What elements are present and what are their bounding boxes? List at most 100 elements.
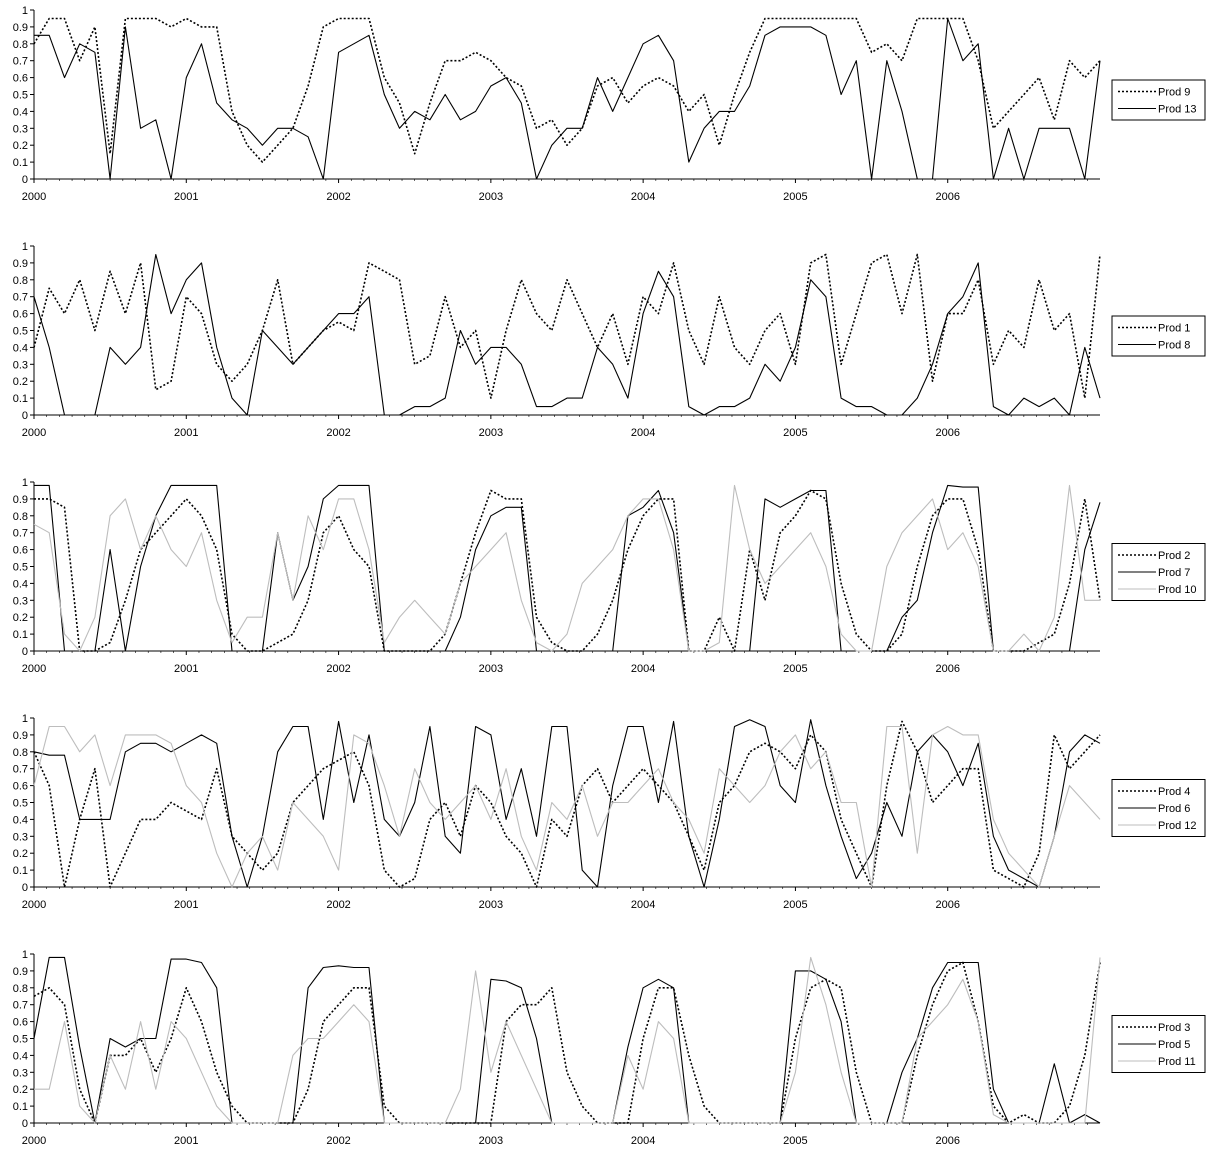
y-tick-label: 0.5 [13, 798, 28, 810]
y-tick-label: 0.1 [13, 1101, 28, 1113]
x-tick-label: 2006 [935, 427, 959, 439]
legend-label: Prod 2 [1158, 550, 1190, 562]
x-tick-label: 2002 [326, 191, 350, 203]
x-tick-label: 2002 [326, 427, 350, 439]
y-tick-label: 1 [22, 949, 28, 961]
series-line-prod-5 [33, 956, 1101, 1124]
series-line-prod-3 [33, 961, 1101, 1124]
y-tick-label: 0.9 [13, 258, 28, 270]
y-tick-label: 0.8 [13, 747, 28, 759]
chart-panel-1: 0 0.1 0.2 0.3 0.4 0.5 0.6 0.7 0.8 0.9 1 2000 2001 200… [0, 0, 1215, 205]
series-line-prod-6 [33, 719, 1101, 888]
x-tick-label: 2001 [174, 663, 198, 675]
y-tick-label: 0.9 [13, 730, 28, 742]
y-tick-label: 0.6 [13, 73, 28, 85]
y-tick-label: 1 [22, 241, 28, 253]
series-line-prod-11 [34, 956, 1101, 1124]
y-tick-label: 0.7 [13, 528, 28, 540]
chart-panel-4: 0 0.1 0.2 0.3 0.4 0.5 0.6 0.7 0.8 0.9 1 2000 2001 200… [0, 708, 1215, 913]
y-tick-label: 0.4 [13, 578, 28, 590]
y-tick-label: 0.2 [13, 376, 28, 388]
x-tick-label: 2005 [783, 1135, 807, 1147]
y-tick-label: 0.4 [13, 106, 28, 118]
legend-label: Prod 8 [1158, 340, 1190, 352]
y-tick-label: 0.3 [13, 595, 28, 607]
x-tick-label: 2006 [935, 663, 959, 675]
x-tick-label: 2004 [631, 191, 655, 203]
x-tick-label: 2001 [174, 191, 198, 203]
y-tick-label: 0 [22, 1118, 28, 1130]
chart-svg-5: 0 0.1 0.2 0.3 0.4 0.5 0.6 0.7 0.8 0.9 1 2000 2001 200… [13, 949, 1206, 1147]
legend-label: Prod 11 [1158, 1056, 1196, 1068]
chart-svg-1: 0 0.1 0.2 0.3 0.4 0.5 0.6 0.7 0.8 0.9 1 2000 2001 200… [13, 5, 1206, 203]
x-tick-label: 2001 [174, 899, 198, 911]
chart-svg-3: 0 0.1 0.2 0.3 0.4 0.5 0.6 0.7 0.8 0.9 1 2000 2001 200… [13, 477, 1206, 675]
x-tick-label: 2003 [479, 899, 503, 911]
x-tick-label: 2003 [479, 191, 503, 203]
legend-label: Prod 7 [1158, 567, 1190, 579]
y-tick-label: 0.5 [13, 1034, 28, 1046]
x-tick-label: 2002 [326, 899, 350, 911]
y-tick-label: 0.6 [13, 781, 28, 793]
legend-label: Prod 13 [1158, 104, 1197, 116]
y-tick-label: 0.7 [13, 56, 28, 68]
y-tick-label: 0.8 [13, 39, 28, 51]
x-tick-label: 2001 [174, 1135, 198, 1147]
legend-label: Prod 12 [1158, 820, 1197, 832]
y-tick-label: 0.3 [13, 1067, 28, 1079]
y-tick-label: 0.8 [13, 511, 28, 523]
y-tick-label: 0.4 [13, 814, 28, 826]
y-tick-label: 0 [22, 646, 28, 658]
x-tick-label: 2000 [22, 899, 46, 911]
x-tick-label: 2002 [326, 663, 350, 675]
series-line-prod-13 [34, 17, 1101, 180]
series-line-prod-12 [33, 725, 1101, 888]
y-tick-label: 0.6 [13, 1017, 28, 1029]
series-line-prod-7 [34, 484, 1101, 652]
legend-label: Prod 9 [1158, 87, 1190, 99]
y-tick-label: 0 [22, 410, 28, 422]
y-tick-label: 0.5 [13, 562, 28, 574]
y-tick-label: 0.3 [13, 831, 28, 843]
x-tick-label: 2006 [935, 191, 959, 203]
y-tick-label: 0.4 [13, 342, 28, 354]
legend-label: Prod 4 [1158, 786, 1190, 798]
x-tick-label: 2002 [326, 1135, 350, 1147]
x-tick-label: 2000 [22, 191, 46, 203]
y-tick-label: 1 [22, 713, 28, 725]
x-tick-label: 2004 [631, 899, 655, 911]
chart-panel-3: 0 0.1 0.2 0.3 0.4 0.5 0.6 0.7 0.8 0.9 1 2000 2001 200… [0, 472, 1215, 677]
x-tick-label: 2003 [479, 427, 503, 439]
legend-box [1111, 79, 1206, 121]
series-line-prod-8 [33, 253, 1101, 416]
y-tick-label: 0.8 [13, 983, 28, 995]
y-tick-label: 0.2 [13, 612, 28, 624]
legend-label: Prod 6 [1158, 803, 1190, 815]
y-tick-label: 0.3 [13, 359, 28, 371]
y-tick-label: 0.6 [13, 545, 28, 557]
legend-label: Prod 5 [1158, 1039, 1190, 1051]
legend-label: Prod 10 [1158, 584, 1197, 596]
legend-label: Prod 3 [1158, 1022, 1190, 1034]
chart-panel-2: 0 0.1 0.2 0.3 0.4 0.5 0.6 0.7 0.8 0.9 1 2000 2001 200… [0, 236, 1215, 441]
x-tick-label: 2003 [479, 1135, 503, 1147]
x-tick-label: 2006 [935, 1135, 959, 1147]
y-tick-label: 0 [22, 882, 28, 894]
legend-box [1111, 315, 1206, 357]
y-tick-label: 0.9 [13, 22, 28, 34]
x-tick-label: 2005 [783, 899, 807, 911]
y-tick-label: 0.1 [13, 393, 28, 405]
series-line-prod-4 [33, 720, 1101, 888]
y-tick-label: 0.1 [13, 629, 28, 641]
y-tick-label: 0.5 [13, 90, 28, 102]
y-tick-label: 0.5 [13, 326, 28, 338]
y-tick-label: 0.7 [13, 764, 28, 776]
y-tick-label: 0.1 [13, 157, 28, 169]
series-line-prod-10 [33, 484, 1100, 652]
y-tick-label: 1 [22, 477, 28, 489]
x-tick-label: 2000 [22, 427, 46, 439]
chart-svg-2: 0 0.1 0.2 0.3 0.4 0.5 0.6 0.7 0.8 0.9 1 2000 2001 200… [13, 241, 1206, 439]
y-tick-label: 0.3 [13, 123, 28, 135]
series-line-prod-9 [33, 17, 1101, 163]
